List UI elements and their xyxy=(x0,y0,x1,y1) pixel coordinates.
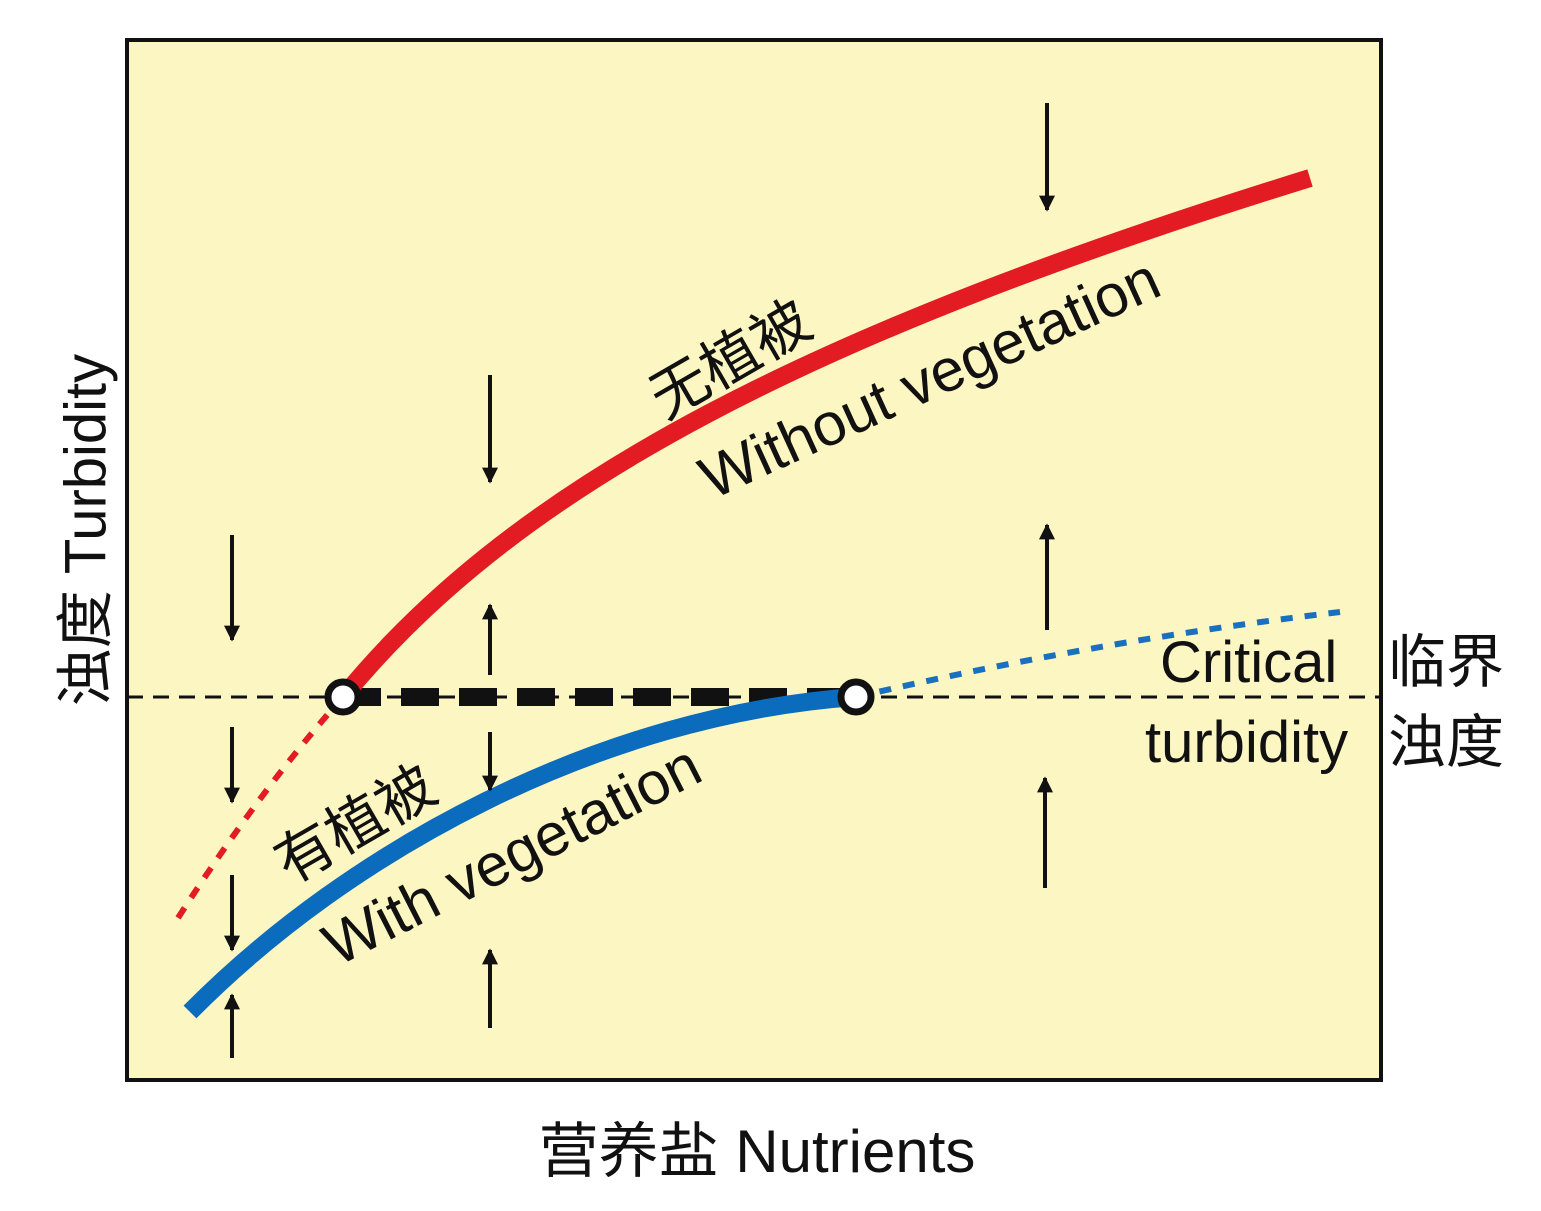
critical-label: 浊度 xyxy=(1388,710,1504,775)
critical-label: Critical xyxy=(1160,630,1337,695)
curve-with-vegetation xyxy=(183,688,857,1019)
threshold-point xyxy=(837,678,875,716)
arrows xyxy=(224,103,1055,1058)
curve-without-vegetation xyxy=(336,169,1313,703)
y-axis-label: 浊度 Turbidity xyxy=(53,354,118,706)
threshold-point xyxy=(324,678,362,716)
critical-label: 临界 xyxy=(1388,630,1504,695)
x-axis-label: 营养盐 Nutrients xyxy=(539,1118,976,1185)
red-dotted xyxy=(175,695,346,920)
critical-label: turbidity xyxy=(1145,710,1348,775)
blue-dotted xyxy=(855,609,1341,700)
